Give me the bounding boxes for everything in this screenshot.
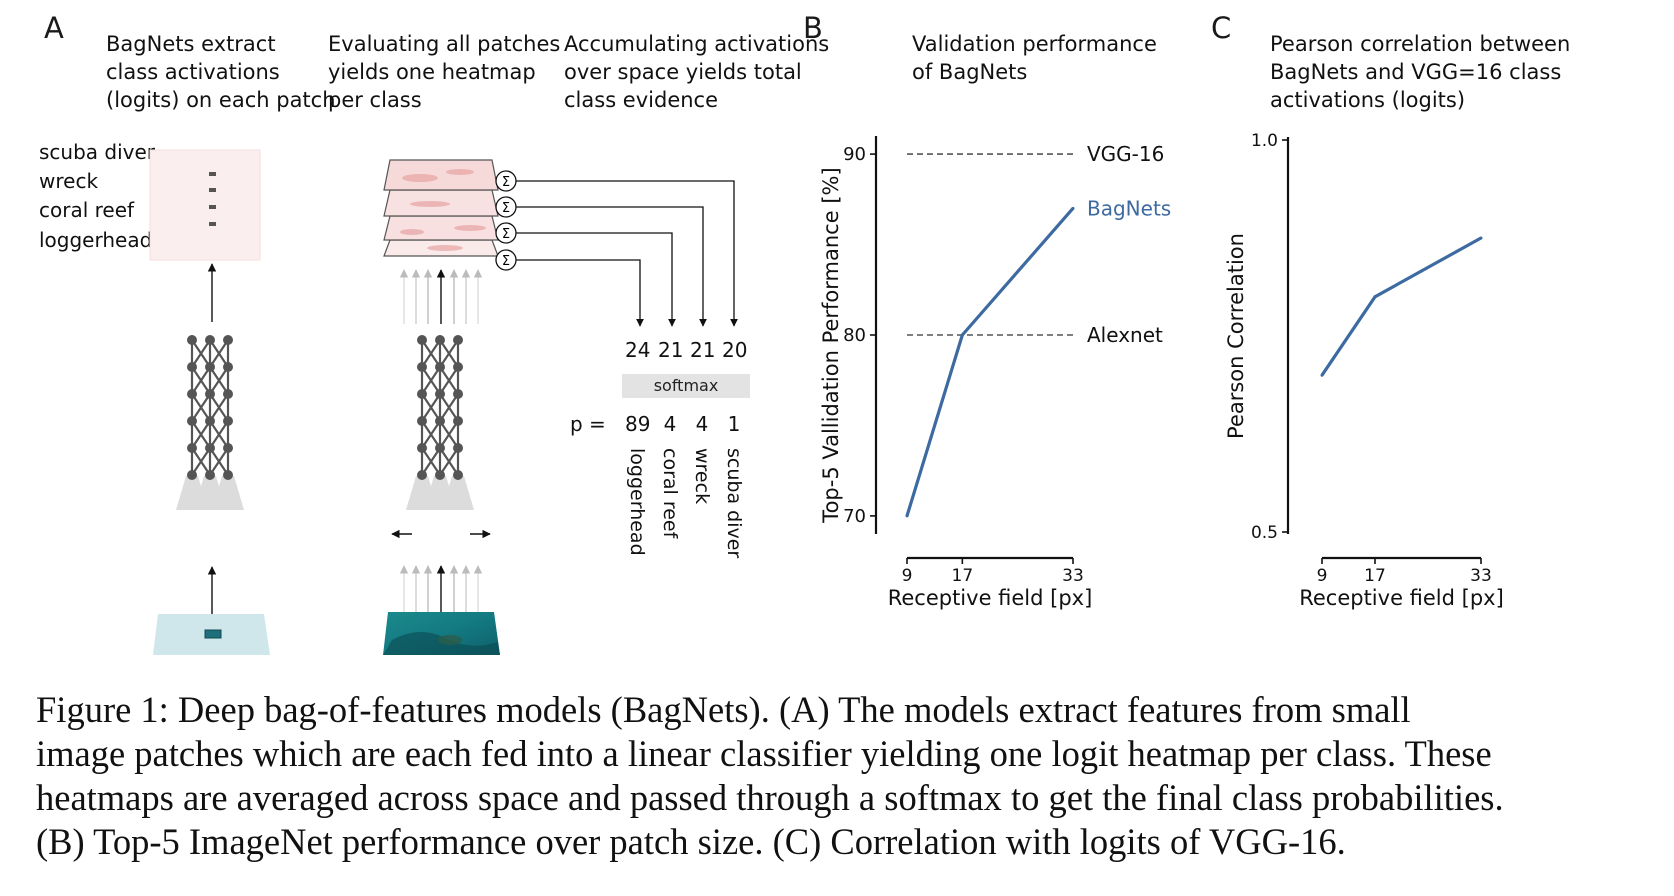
sigma-icon: Σ	[502, 201, 510, 216]
series-point	[1479, 236, 1483, 240]
series-point	[1071, 206, 1075, 210]
reference-line-label: VGG-16	[1087, 142, 1164, 166]
network-diagram-sliding	[391, 335, 491, 539]
caption-line: image patches which are each fed into a …	[36, 733, 1492, 774]
x-tick-label: 9	[1317, 566, 1328, 586]
prob-value: 1	[727, 412, 741, 436]
series-label: BagNets	[1087, 196, 1171, 220]
x-tick-label: 17	[952, 566, 974, 586]
patch-logit-heatmap	[149, 149, 261, 261]
panel-a-desc-extract: BagNets extract class activations (logit…	[106, 32, 336, 112]
result-class-wreck: wreck	[691, 448, 713, 505]
panel-b-desc: Validation performance of BagNets	[912, 32, 1157, 84]
class-label-coral-reef: coral reef	[39, 198, 135, 222]
series-point	[1373, 295, 1377, 299]
sigma-icon: Σ	[502, 175, 510, 190]
panel-c-letter: C	[1211, 11, 1232, 45]
y-axis-label: Pearson Correlation	[1224, 233, 1248, 439]
panel-a-letter: A	[44, 11, 64, 45]
reference-line-label: Alexnet	[1087, 323, 1163, 347]
prob-value: 89	[625, 412, 651, 436]
y-tick-label: 0.5	[1251, 523, 1278, 543]
panel-c-desc: Pearson correlation between BagNets and …	[1270, 32, 1571, 112]
result-class-coral-reef: coral reef	[659, 448, 681, 539]
caption-line: Figure 1: Deep bag-of-features models (B…	[36, 689, 1411, 730]
x-tick-label: 17	[1364, 566, 1386, 586]
softmax-box	[622, 374, 750, 398]
prob-value: 4	[695, 412, 709, 436]
patch-arrows-upper	[399, 269, 483, 324]
routing-arrows	[516, 180, 738, 327]
figure-caption: Figure 1: Deep bag-of-features models (B…	[36, 688, 1636, 864]
series-point	[960, 333, 964, 337]
result-class-scuba-diver: scuba diver	[723, 448, 745, 559]
sigma-icon: Σ	[502, 227, 510, 242]
figure-graphics: Σ Σ Σ Σ	[149, 131, 1504, 655]
series-line	[905, 207, 1075, 517]
network-diagram-single	[176, 335, 244, 510]
stacked-class-heatmaps	[383, 159, 499, 257]
caption-line: heatmaps are averaged across space and p…	[36, 777, 1504, 818]
prob-prefix-label: p =	[570, 412, 606, 436]
class-label-wreck: wreck	[39, 169, 99, 193]
input-image-single-patch	[153, 614, 270, 655]
series-point	[1320, 373, 1324, 377]
prob-value: 4	[663, 412, 677, 436]
class-label-scuba-diver: scuba diver	[39, 140, 156, 164]
softmax-label: softmax	[653, 376, 719, 395]
logit-value: 21	[690, 338, 716, 362]
class-label-loggerhead: loggerhead	[39, 228, 153, 252]
y-tick-label: 80	[843, 325, 866, 346]
y-axis-label: Top-5 Vallidation Performance [%]	[819, 167, 843, 523]
panel-a-desc-heatmap: Evaluating all patches yields one heatma…	[328, 32, 561, 112]
logit-value: 20	[722, 338, 748, 362]
result-class-loggerhead: loggerhead	[626, 448, 648, 556]
panel-a-desc-accumulate: Accumulating activations over space yiel…	[564, 32, 830, 112]
caption-line: (B) Top-5 ImageNet performance over patc…	[36, 821, 1346, 862]
y-tick-label: 1.0	[1251, 131, 1278, 151]
x-tick-label: 33	[1062, 566, 1084, 586]
x-tick-label: 9	[902, 566, 913, 586]
x-tick-label: 33	[1470, 566, 1492, 586]
x-axis-label: Receptive field [px]	[1299, 586, 1504, 610]
y-tick-label: 90	[843, 144, 866, 165]
x-axis-label: Receptive field [px]	[888, 586, 1093, 610]
sigma-sum-nodes: Σ Σ Σ Σ	[495, 170, 517, 271]
series-line	[1320, 236, 1482, 377]
panel-b-letter: B	[803, 11, 823, 45]
logit-value: 24	[625, 338, 651, 362]
logit-value: 21	[658, 338, 684, 362]
sigma-icon: Σ	[502, 254, 510, 269]
y-tick-label: 70	[843, 506, 866, 527]
input-image-full	[383, 612, 500, 655]
series-point	[905, 514, 909, 518]
